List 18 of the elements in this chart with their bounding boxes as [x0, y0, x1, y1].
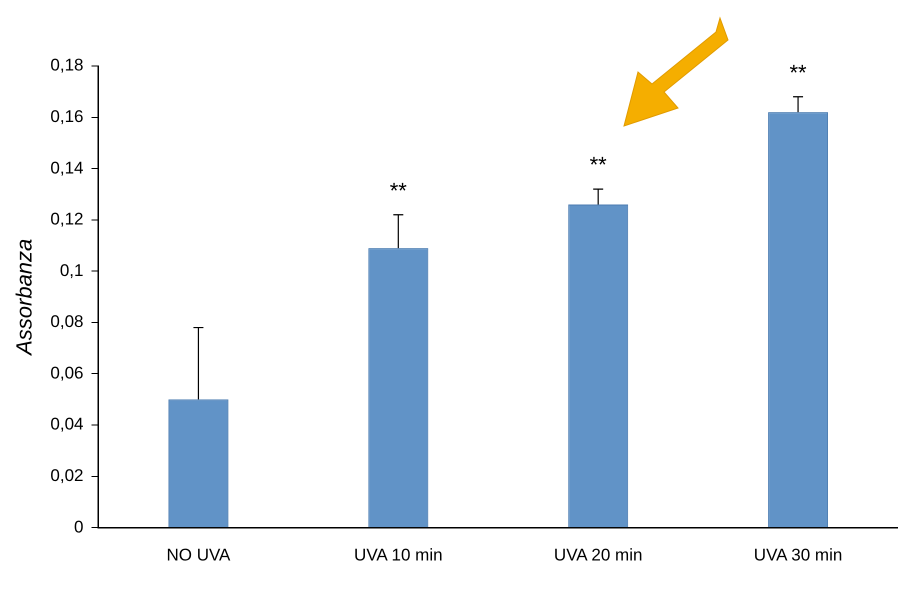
- y-tick-label: 0,1: [60, 260, 84, 280]
- y-tick-label: 0,06: [50, 363, 84, 382]
- x-tick-label: UVA 30 min: [754, 545, 842, 564]
- y-axis-title: Assorbanza: [11, 238, 36, 357]
- y-tick-label: 0,12: [50, 210, 84, 229]
- x-tick-label: UVA 20 min: [554, 545, 642, 564]
- y-tick-label: 0,08: [50, 312, 84, 332]
- annotation: **: [390, 178, 408, 203]
- x-tick-label: NO UVA: [166, 545, 232, 564]
- y-tick-label: 0,16: [50, 106, 84, 126]
- x-tick-label: UVA 10 min: [354, 545, 443, 564]
- y-tick-label: 0,02: [50, 466, 84, 485]
- y-tick-label: 0,18: [50, 56, 84, 75]
- y-tick-label: 0: [74, 517, 84, 536]
- y-tick-label: 0,04: [50, 414, 84, 434]
- annotation: **: [590, 152, 608, 178]
- y-tick-label: 0,14: [50, 158, 84, 178]
- annotation: **: [790, 60, 808, 85]
